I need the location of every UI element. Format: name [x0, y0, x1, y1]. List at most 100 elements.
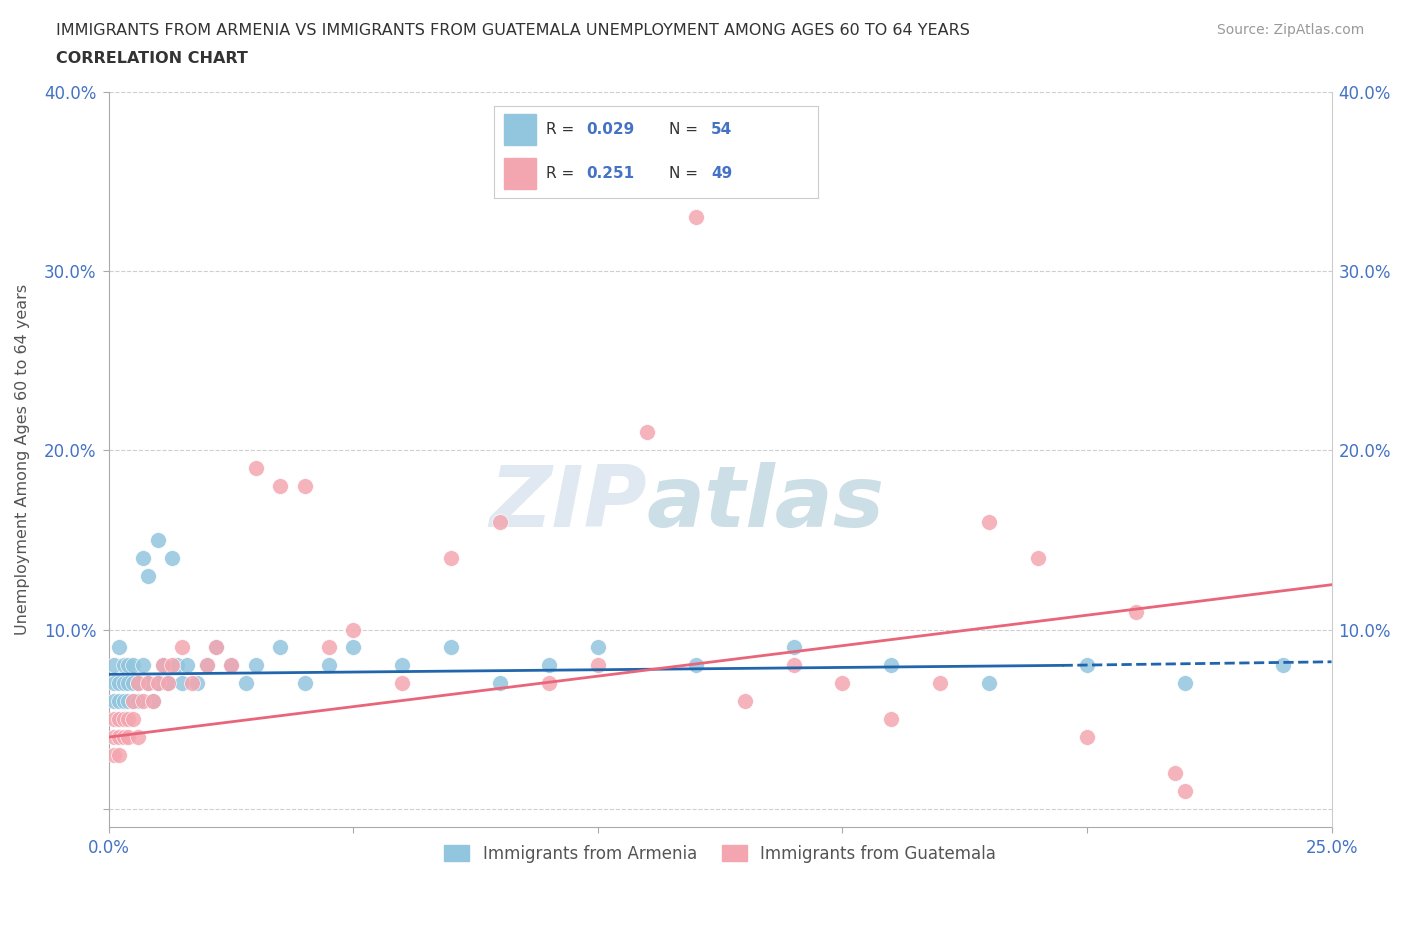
- Point: [1174, 676, 1197, 691]
- Point: [245, 658, 267, 672]
- Point: [103, 658, 125, 672]
- Text: ZIP: ZIP: [489, 462, 647, 545]
- Point: [146, 676, 169, 691]
- Point: [127, 676, 149, 691]
- Point: [342, 622, 364, 637]
- Point: [136, 568, 159, 583]
- Point: [181, 676, 204, 691]
- Legend: Immigrants from Armenia, Immigrants from Guatemala: Immigrants from Armenia, Immigrants from…: [437, 839, 1002, 870]
- Point: [342, 640, 364, 655]
- Point: [122, 711, 145, 726]
- Point: [152, 658, 174, 672]
- Point: [685, 210, 707, 225]
- Point: [1026, 551, 1049, 565]
- Point: [162, 551, 184, 565]
- Point: [1076, 658, 1098, 672]
- Point: [176, 658, 198, 672]
- Point: [186, 676, 208, 691]
- Point: [127, 694, 149, 709]
- Point: [391, 676, 413, 691]
- Point: [1174, 783, 1197, 798]
- Point: [880, 658, 903, 672]
- Point: [117, 694, 139, 709]
- Point: [103, 711, 125, 726]
- Point: [1164, 765, 1187, 780]
- Point: [219, 658, 242, 672]
- Point: [1076, 730, 1098, 745]
- Point: [318, 640, 340, 655]
- Point: [294, 479, 316, 494]
- Point: [146, 676, 169, 691]
- Point: [979, 676, 1001, 691]
- Point: [122, 676, 145, 691]
- Point: [205, 640, 228, 655]
- Text: CORRELATION CHART: CORRELATION CHART: [56, 51, 247, 66]
- Point: [156, 676, 179, 691]
- Point: [107, 711, 129, 726]
- Point: [152, 658, 174, 672]
- Text: Source: ZipAtlas.com: Source: ZipAtlas.com: [1216, 23, 1364, 37]
- Point: [136, 676, 159, 691]
- Point: [219, 658, 242, 672]
- Point: [132, 658, 155, 672]
- Point: [979, 514, 1001, 529]
- Point: [117, 658, 139, 672]
- Point: [122, 658, 145, 672]
- Point: [117, 711, 139, 726]
- Point: [162, 658, 184, 672]
- Point: [142, 694, 165, 709]
- Point: [782, 640, 804, 655]
- Point: [195, 658, 218, 672]
- Point: [107, 694, 129, 709]
- Point: [440, 551, 463, 565]
- Point: [269, 640, 291, 655]
- Point: [112, 730, 135, 745]
- Point: [1125, 604, 1147, 619]
- Text: atlas: atlas: [647, 462, 884, 545]
- Point: [294, 676, 316, 691]
- Point: [489, 676, 512, 691]
- Point: [538, 658, 561, 672]
- Point: [107, 676, 129, 691]
- Point: [1271, 658, 1294, 672]
- Point: [172, 640, 194, 655]
- Point: [489, 514, 512, 529]
- Point: [156, 676, 179, 691]
- Point: [107, 748, 129, 763]
- Point: [122, 694, 145, 709]
- Point: [136, 676, 159, 691]
- Point: [146, 533, 169, 548]
- Point: [132, 551, 155, 565]
- Point: [440, 640, 463, 655]
- Point: [103, 676, 125, 691]
- Point: [586, 640, 609, 655]
- Point: [235, 676, 257, 691]
- Point: [929, 676, 952, 691]
- Text: IMMIGRANTS FROM ARMENIA VS IMMIGRANTS FROM GUATEMALA UNEMPLOYMENT AMONG AGES 60 : IMMIGRANTS FROM ARMENIA VS IMMIGRANTS FR…: [56, 23, 970, 38]
- Point: [107, 730, 129, 745]
- Point: [103, 694, 125, 709]
- Point: [112, 658, 135, 672]
- Point: [142, 694, 165, 709]
- Point: [245, 460, 267, 475]
- Point: [538, 676, 561, 691]
- Point: [117, 730, 139, 745]
- Point: [112, 711, 135, 726]
- Point: [112, 711, 135, 726]
- Point: [734, 694, 756, 709]
- Point: [107, 640, 129, 655]
- Point: [831, 676, 853, 691]
- Point: [112, 676, 135, 691]
- Y-axis label: Unemployment Among Ages 60 to 64 years: Unemployment Among Ages 60 to 64 years: [15, 284, 30, 635]
- Point: [318, 658, 340, 672]
- Point: [127, 676, 149, 691]
- Point: [586, 658, 609, 672]
- Point: [132, 694, 155, 709]
- Point: [685, 658, 707, 672]
- Point: [166, 658, 188, 672]
- Point: [636, 425, 658, 440]
- Point: [107, 711, 129, 726]
- Point: [205, 640, 228, 655]
- Point: [127, 730, 149, 745]
- Point: [391, 658, 413, 672]
